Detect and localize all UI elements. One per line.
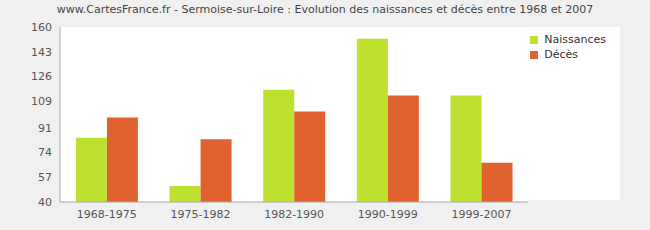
svg-text:109: 109 <box>31 95 52 108</box>
svg-text:57: 57 <box>38 171 52 184</box>
svg-text:1968-1975: 1968-1975 <box>77 208 137 221</box>
svg-text:74: 74 <box>38 146 52 159</box>
svg-text:126: 126 <box>31 70 52 83</box>
svg-text:1982-1990: 1982-1990 <box>264 208 324 221</box>
svg-text:1990-1999: 1990-1999 <box>358 208 418 221</box>
svg-text:91: 91 <box>38 122 52 135</box>
svg-text:143: 143 <box>31 46 52 59</box>
svg-text:1999-2007: 1999-2007 <box>451 208 511 221</box>
svg-text:160: 160 <box>31 21 52 34</box>
svg-text:40: 40 <box>38 196 52 209</box>
html-text:www.CartesFrance.fr - Sermoise: www.CartesFrance.fr - Sermoise-sur-Loire… <box>56 3 594 16</box>
html-text:Décès: Décès <box>544 48 578 61</box>
svg-text:1975-1982: 1975-1982 <box>170 208 230 221</box>
html-text:Naissances: Naissances <box>544 33 606 46</box>
